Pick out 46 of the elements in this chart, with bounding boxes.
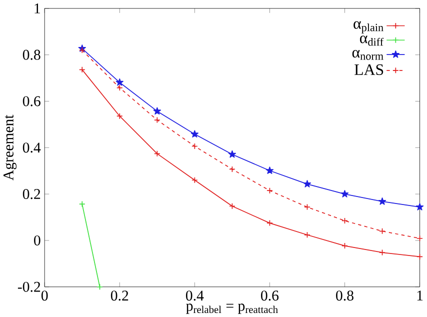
- legend-label: α$_{norm}$: [352, 50, 384, 60]
- point: [116, 84, 123, 91]
- x-tick-label: 0.2: [110, 290, 128, 301]
- point: [228, 150, 236, 158]
- legend-label: LAS: [354, 64, 384, 75]
- y-tick-label: -0.2: [18, 282, 40, 292]
- point: [342, 217, 348, 224]
- legend-label: α$_{diff}$: [360, 35, 384, 46]
- point: [116, 112, 123, 120]
- legend-label: α$_{plain}$: [354, 21, 384, 34]
- point: [154, 116, 160, 124]
- point: [304, 232, 310, 238]
- y-tick-label: 0: [34, 235, 40, 246]
- y-axis-title: Agreement: [4, 114, 17, 180]
- point: [416, 202, 424, 210]
- point: [266, 220, 273, 226]
- point: [154, 150, 160, 157]
- y-tick-label: 0.2: [22, 188, 40, 199]
- point: [192, 142, 198, 150]
- point: [116, 78, 124, 86]
- x-tick-label: 0.6: [261, 290, 279, 301]
- point: [192, 176, 198, 184]
- point: [190, 130, 199, 138]
- point: [153, 107, 161, 114]
- point: [303, 180, 312, 188]
- y-tick-label: 0.6: [22, 96, 40, 106]
- x-axis-title: p$_{relabel}$ = p$_{reattach}$: [186, 304, 278, 314]
- point: [229, 166, 236, 172]
- y-tick-label: 0.8: [22, 50, 40, 60]
- x-tick-label: 0: [41, 290, 48, 300]
- y-tick-label: 1: [34, 3, 40, 14]
- point: [416, 235, 423, 242]
- point: [229, 202, 236, 210]
- point: [340, 190, 349, 198]
- x-tick-label: 0.4: [186, 290, 204, 301]
- point: [304, 204, 310, 210]
- point: [266, 187, 273, 194]
- point: [378, 197, 386, 205]
- point: [379, 249, 386, 256]
- point: [78, 46, 86, 54]
- point: [379, 228, 386, 234]
- point: [266, 166, 274, 174]
- point: [342, 242, 348, 249]
- x-tick-label: 1: [417, 290, 423, 300]
- x-tick-label: 0.8: [336, 290, 354, 301]
- y-tick-label: 0.4: [22, 142, 41, 153]
